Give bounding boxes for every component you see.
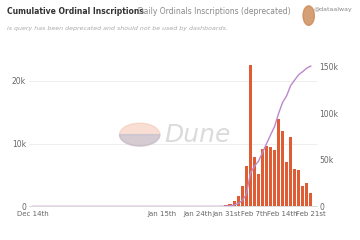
Bar bbox=[269, 147, 272, 206]
Bar bbox=[244, 166, 248, 206]
Bar bbox=[265, 146, 268, 206]
Bar bbox=[249, 65, 252, 206]
Bar bbox=[301, 186, 305, 206]
Bar bbox=[297, 170, 300, 206]
Bar bbox=[277, 119, 280, 206]
Text: is query has been deprecated and should not be used by dashboards.: is query has been deprecated and should … bbox=[7, 26, 228, 31]
Bar bbox=[229, 204, 232, 206]
Bar bbox=[253, 157, 256, 206]
Bar bbox=[309, 192, 312, 206]
Bar bbox=[281, 131, 284, 206]
Text: Dune: Dune bbox=[164, 123, 230, 147]
Bar bbox=[289, 137, 292, 206]
Bar bbox=[305, 183, 309, 206]
Bar bbox=[257, 174, 260, 206]
Bar bbox=[224, 205, 228, 206]
Text: @dataalway: @dataalway bbox=[314, 7, 353, 12]
Circle shape bbox=[120, 123, 160, 146]
Bar bbox=[285, 162, 288, 206]
Text: Daily Ordinals Inscriptions (deprecated): Daily Ordinals Inscriptions (deprecated) bbox=[133, 7, 291, 16]
Text: Cumulative Ordinal Inscriptions: Cumulative Ordinal Inscriptions bbox=[7, 7, 144, 16]
Bar bbox=[240, 186, 244, 206]
Bar bbox=[273, 150, 276, 206]
Bar bbox=[237, 196, 240, 206]
Bar bbox=[233, 201, 236, 206]
Bar bbox=[293, 169, 296, 206]
Wedge shape bbox=[120, 135, 160, 146]
Bar bbox=[261, 149, 264, 206]
Circle shape bbox=[303, 6, 314, 25]
